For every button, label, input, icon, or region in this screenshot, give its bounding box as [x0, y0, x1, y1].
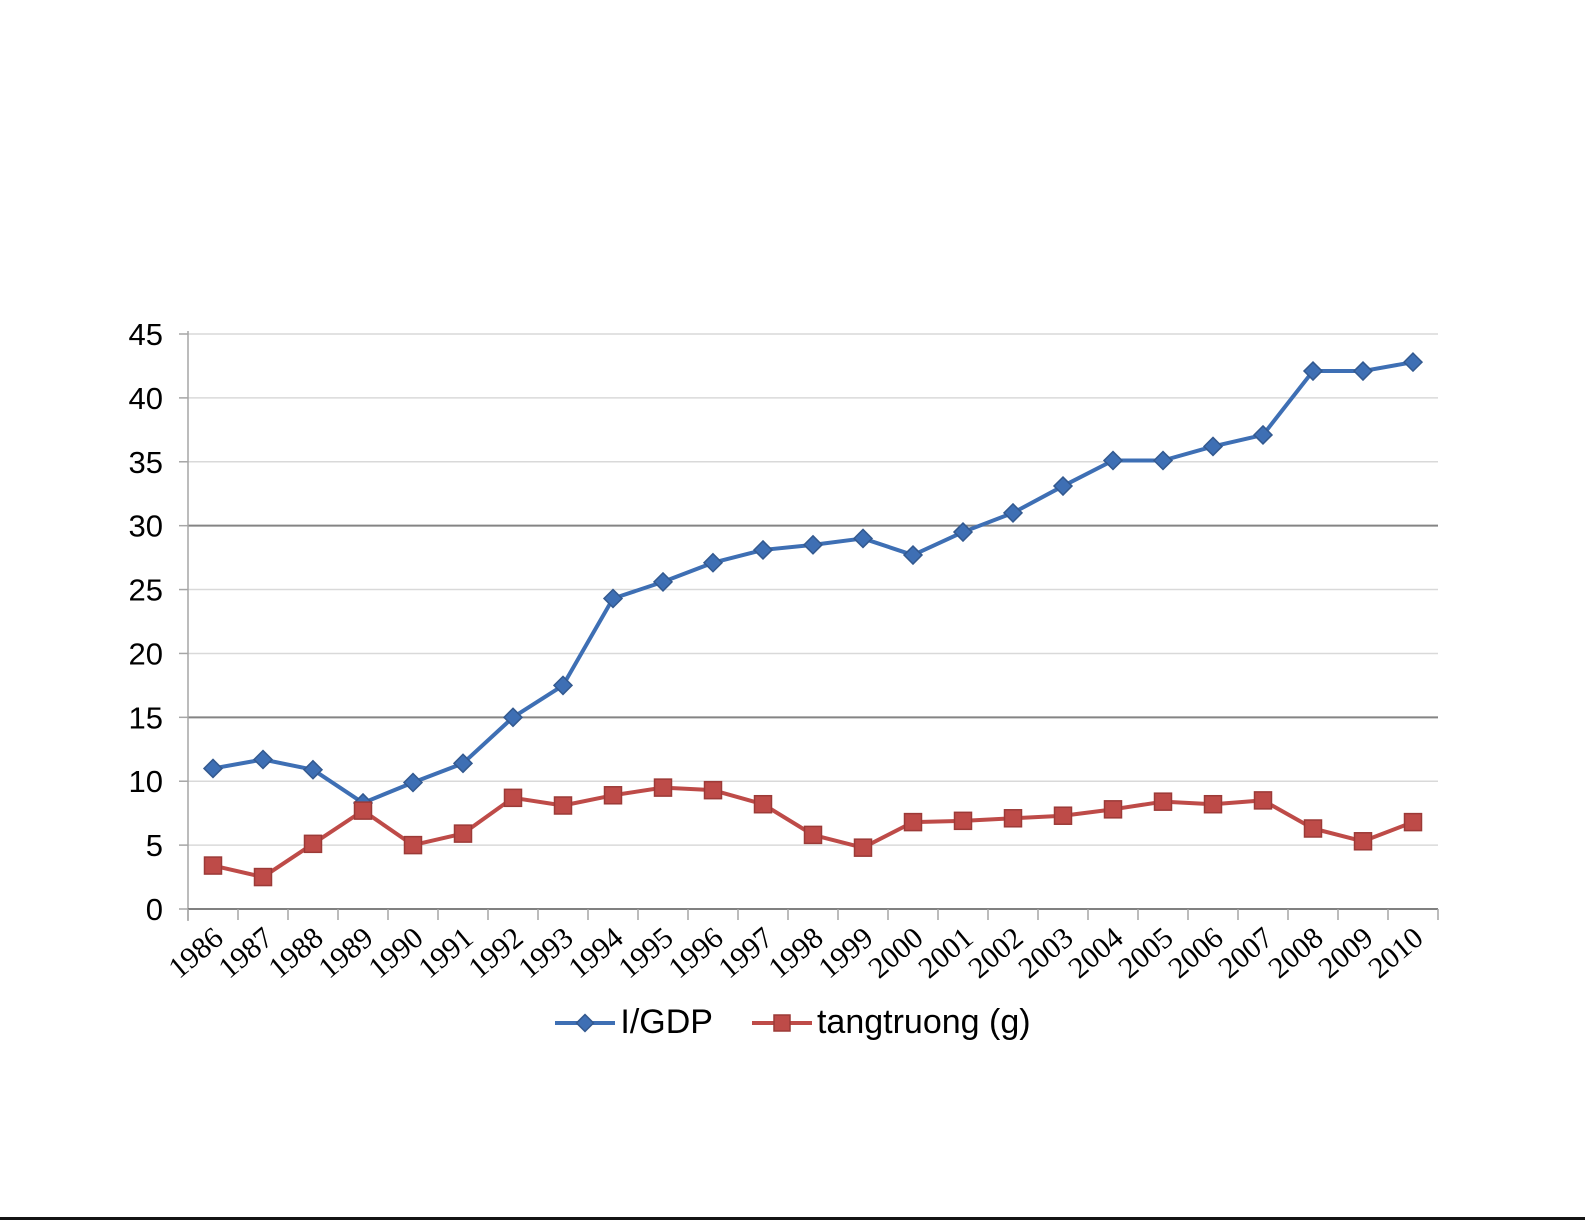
marker-diamond-1991 — [452, 753, 474, 774]
marker-square-1995 — [653, 778, 673, 797]
marker-square-2000 — [903, 812, 923, 832]
x-axis-label-2010: 2010 — [1362, 921, 1429, 985]
marker-diamond-1993 — [552, 675, 574, 696]
marker-square-2003 — [1053, 806, 1073, 825]
marker-square-2009 — [1353, 832, 1373, 851]
marker-diamond-1990 — [402, 772, 424, 793]
marker-diamond-2002 — [1002, 502, 1024, 523]
marker-diamond-1986 — [202, 758, 224, 779]
marker-square-2005 — [1153, 792, 1173, 811]
marker-square-1994 — [603, 786, 623, 805]
series-line-0 — [211, 360, 1415, 805]
marker-square-1996 — [703, 780, 723, 800]
legend-diamond-marker-icon — [555, 1012, 616, 1033]
legend-item-igdp: I/GDP — [554, 1003, 713, 1042]
marker-square-2001 — [953, 811, 973, 831]
legend-label-igdp: I/GDP — [620, 1003, 713, 1041]
marker-diamond-1997 — [752, 539, 774, 561]
marker-diamond-2004 — [1102, 450, 1124, 471]
marker-square-1999 — [853, 838, 873, 857]
marker-diamond-1998 — [802, 534, 824, 555]
marker-square-2004 — [1103, 800, 1123, 819]
marker-diamond-2008 — [1302, 360, 1324, 382]
marker-diamond-2006 — [1202, 436, 1224, 457]
marker-square-2008 — [1303, 819, 1323, 838]
marker-square-1992 — [503, 788, 523, 808]
marker-square-1998 — [803, 825, 823, 845]
marker-diamond-2003 — [1052, 475, 1074, 497]
y-axis-label-30: 30 — [129, 509, 163, 544]
marker-square-1987 — [253, 867, 273, 887]
marker-diamond-2005 — [1152, 450, 1174, 471]
y-axis-label-35: 35 — [129, 445, 163, 480]
marker-square-2010 — [1403, 812, 1423, 832]
y-axis-label-20: 20 — [129, 636, 163, 671]
y-axis-label-10: 10 — [129, 764, 163, 799]
marker-square-2007 — [1253, 791, 1273, 810]
marker-diamond-2010 — [1402, 352, 1424, 373]
legend-square-marker-icon — [751, 1013, 812, 1032]
marker-square-1997 — [753, 794, 773, 814]
y-axis-label-45: 45 — [129, 317, 163, 352]
marker-square-1993 — [553, 796, 573, 815]
marker-square-1989 — [353, 801, 373, 820]
marker-square-1988 — [303, 834, 323, 854]
marker-diamond-1994 — [602, 588, 624, 609]
page-bottom-rule — [0, 1217, 1585, 1220]
legend-item-tangtruong: tangtruong (g) — [751, 1003, 1031, 1042]
marker-square-1986 — [203, 856, 223, 875]
y-axis-label-5: 5 — [146, 828, 163, 863]
legend-label-tangtruong: tangtruong (g) — [816, 1003, 1031, 1041]
marker-square-2006 — [1203, 794, 1223, 814]
marker-square-1991 — [453, 824, 473, 843]
marker-diamond-1999 — [852, 528, 874, 549]
marker-diamond-1988 — [302, 759, 324, 780]
y-axis-label-40: 40 — [129, 381, 163, 416]
marker-diamond-2009 — [1352, 360, 1374, 382]
marker-diamond-2007 — [1252, 424, 1274, 446]
marker-square-2002 — [1003, 809, 1023, 828]
marker-square-1990 — [403, 835, 423, 855]
y-axis-label-25: 25 — [129, 573, 163, 608]
marker-diamond-2001 — [952, 521, 974, 543]
y-axis-label-15: 15 — [129, 700, 163, 735]
marker-diamond-1995 — [652, 571, 674, 592]
marker-diamond-1987 — [252, 749, 274, 770]
marker-diamond-1996 — [702, 552, 724, 573]
chart-legend: I/GDP tangtruong (g) — [0, 1003, 1585, 1042]
marker-diamond-1992 — [502, 707, 524, 728]
y-axis-label-0: 0 — [146, 892, 163, 927]
marker-diamond-2000 — [902, 544, 924, 566]
